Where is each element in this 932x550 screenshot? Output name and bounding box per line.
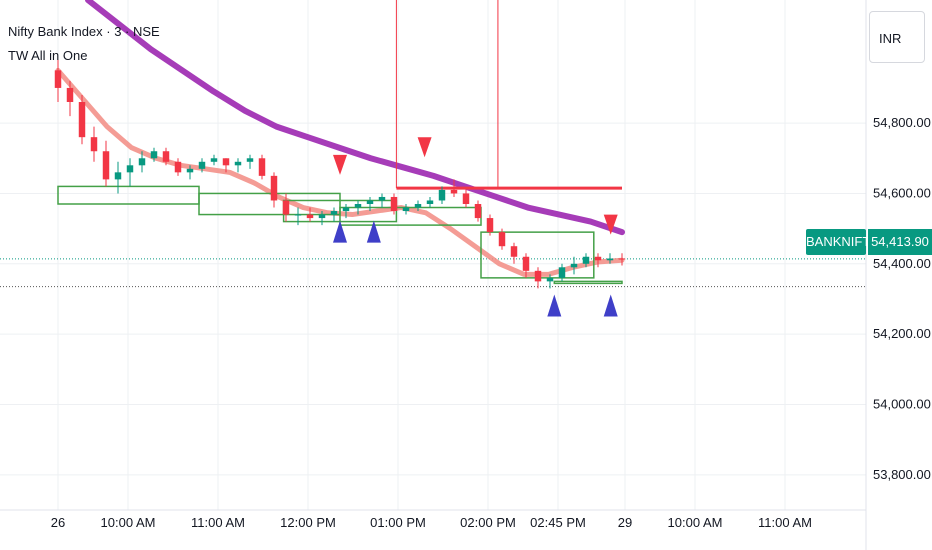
price-axis-label: 54,200.00 [873,326,931,341]
candle-body [414,204,422,208]
buy-signal-marker [547,294,562,317]
candle-body [450,189,458,194]
price-axis-label: 54,800.00 [873,115,931,130]
candle-body [78,102,86,138]
candle-body [342,207,350,212]
candle-body [558,267,566,278]
candle-body [234,161,242,166]
time-axis-label: 10:00 AM [101,515,156,530]
candle-body [222,158,230,166]
sell-signal-marker [603,214,618,235]
candle-body [534,270,542,282]
price-axis-label: 53,800.00 [873,467,931,482]
candle-body [618,258,626,260]
candle-body [318,214,326,219]
candle-body [114,172,122,180]
candle-body [198,161,206,169]
candle-body [522,256,530,271]
sell-signal-marker [333,154,347,175]
candle-body [402,207,410,212]
last-price-tag: 54,413.90 [868,229,932,255]
candle-body [138,158,146,166]
time-axis-label: 10:00 AM [668,515,723,530]
indicator-label[interactable]: TW All in One [8,48,88,63]
candle-body [90,137,98,152]
candle-body [570,263,578,268]
candle-body [390,196,398,212]
chart-title: Nifty Bank Index · 3 · NSE [8,24,160,39]
time-axis-label: 02:45 PM [530,515,586,530]
currency-selector[interactable]: INR [869,11,925,63]
buy-signal-marker [333,220,347,243]
buy-signal-marker [603,294,618,317]
candle-body [438,189,446,201]
price-axis-label: 54,600.00 [873,185,931,200]
candle-body [426,200,434,204]
time-axis-label: 01:00 PM [370,515,426,530]
candle-body [54,70,62,88]
candle-body [462,193,470,204]
candle-body [258,158,266,176]
candle-body [282,200,290,215]
candle-body [294,214,302,216]
sell-signal-marker [417,137,432,158]
last-price-symbol-tag: BANKNIFTY [806,229,879,255]
time-axis-label: 11:00 AM [191,515,245,530]
time-axis-label: 12:00 PM [280,515,336,530]
time-axis-label: 26 [51,515,65,530]
candle-body [270,175,278,201]
candle-body [378,196,386,201]
price-axis-label: 54,000.00 [873,396,931,411]
candle-body [546,277,554,282]
candle-body [606,258,614,261]
price-axis-label: 54,400.00 [873,256,931,271]
range-box [553,280,623,285]
candle-body [594,256,602,261]
time-axis-label: 29 [618,515,632,530]
candle-body [162,151,170,162]
candle-body [366,200,374,204]
candle-body [498,232,506,247]
candle-body [66,87,74,102]
time-axis-label: 11:00 AM [758,515,812,530]
buy-signal-marker [366,220,381,243]
candle-body [186,168,194,173]
candle-body [174,161,182,173]
candle-body [474,204,482,219]
candle-body [126,165,134,173]
candle-body [150,151,158,159]
candle-body [486,218,494,233]
candle-body [582,256,590,264]
candle-body [354,204,362,208]
candle-body [330,211,338,215]
currency-label: INR [879,31,902,46]
candle-body [306,214,314,219]
candle-body [210,158,218,162]
candle-body [102,151,110,180]
candle-body [510,246,518,257]
time-axis-label: 02:00 PM [460,515,516,530]
range-box [198,192,341,216]
ema-slow-line [85,0,625,236]
candle-body [246,158,254,162]
